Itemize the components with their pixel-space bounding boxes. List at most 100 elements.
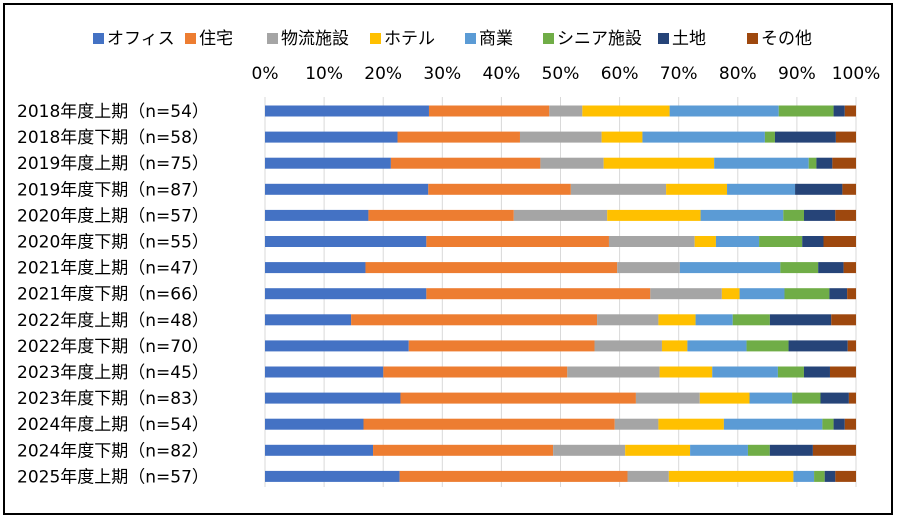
bar-segment xyxy=(844,418,856,430)
bar-segment xyxy=(749,392,793,404)
bar-segment xyxy=(650,288,722,300)
legend-swatch xyxy=(658,33,669,44)
bar-segment xyxy=(408,340,595,352)
category-label: 2020年度下期（n=55） xyxy=(17,233,209,253)
bar-segment xyxy=(607,209,701,221)
bar-segment xyxy=(783,209,804,221)
category-label: 2024年度上期（n=54） xyxy=(17,415,209,435)
bar-segment xyxy=(265,183,429,195)
bar-segment xyxy=(658,418,724,430)
bar-segment xyxy=(732,314,770,326)
bar-segment xyxy=(426,236,609,247)
bar-segment xyxy=(690,444,748,456)
bar-segment xyxy=(669,105,779,117)
x-tick-label: 50% xyxy=(542,64,580,84)
bar-segment xyxy=(603,157,715,169)
bar-segment xyxy=(699,392,750,404)
bar-segment xyxy=(265,314,352,326)
bar-segment xyxy=(723,418,823,430)
bar-segment xyxy=(608,236,695,247)
bar-segment xyxy=(835,131,856,143)
bar-segment xyxy=(570,183,667,195)
bar-segment xyxy=(601,131,643,143)
bar-segment xyxy=(721,288,740,300)
bar-segment xyxy=(714,157,809,169)
legend-swatch xyxy=(185,33,196,44)
bar-segment xyxy=(788,340,848,352)
legend: オフィス 住宅 物流施設 ホテル 商業 シニア施設 土地 その他 xyxy=(93,29,812,49)
bar-segment xyxy=(831,314,856,326)
bar-segment xyxy=(614,418,659,430)
category-label: 2025年度上期（n=57） xyxy=(17,467,209,487)
bar-segment xyxy=(777,366,804,378)
legend-swatch xyxy=(370,33,381,44)
bar-segment xyxy=(764,131,775,143)
bar-segment xyxy=(829,366,856,378)
bar-segment xyxy=(769,444,813,456)
bar-segment xyxy=(553,444,626,456)
bar-segment xyxy=(844,105,856,117)
legend-swatch xyxy=(543,33,554,44)
bar-segment xyxy=(812,444,856,456)
bar-segment xyxy=(661,340,688,352)
chart-frame: オフィス 住宅 物流施設 ホテル 商業 シニア施設 土地 その他 0% 10% 20% 30% 40%… xyxy=(3,3,893,515)
bar-segment xyxy=(847,340,856,352)
x-tick-label: 10% xyxy=(305,64,343,84)
bar-segment xyxy=(824,470,836,482)
bar-segment xyxy=(769,314,832,326)
x-tick-label: 90% xyxy=(778,64,816,84)
x-tick-label: 0% xyxy=(252,64,279,84)
bar-segment xyxy=(642,131,765,143)
bar-segment xyxy=(594,340,662,352)
bar-segment xyxy=(265,444,374,456)
bar-segment xyxy=(816,157,833,169)
category-label: 2018年度下期（n=58） xyxy=(17,128,209,148)
bar-segment xyxy=(835,470,856,482)
category-label: 2024年度下期（n=82） xyxy=(17,441,209,461)
bar-segment xyxy=(658,314,696,326)
bar-segment xyxy=(780,262,819,274)
bar-segment xyxy=(390,157,541,169)
bar-segment xyxy=(265,262,366,274)
bar-segment xyxy=(513,209,608,221)
bar-segment xyxy=(847,288,856,300)
category-label: 2021年度下期（n=66） xyxy=(17,285,209,305)
bar-segment xyxy=(679,262,781,274)
bar-segment xyxy=(843,262,856,274)
x-tick-label: 70% xyxy=(660,64,698,84)
bar-segment xyxy=(795,183,843,195)
bar-segment xyxy=(803,209,836,221)
bar-segment xyxy=(715,236,760,247)
bar-segment xyxy=(746,340,789,352)
bar-segment xyxy=(597,314,659,326)
legend-label: シニア施設 xyxy=(557,29,642,49)
legend-label: 土地 xyxy=(672,29,706,49)
category-label: 2019年度下期（n=87） xyxy=(17,180,209,200)
bar-segment xyxy=(668,470,794,482)
bar-segment xyxy=(400,392,636,404)
bar-segment xyxy=(792,392,821,404)
x-axis-ticks: 0% 10% 20% 30% 40% 50% 60% 70% 80% 90% 100% xyxy=(252,64,881,84)
bar-segment xyxy=(659,366,713,378)
x-tick-label: 60% xyxy=(601,64,639,84)
legend-label: 住宅 xyxy=(199,29,233,49)
bar-segment xyxy=(373,444,554,456)
bar-segment xyxy=(808,157,817,169)
bar-segment xyxy=(842,183,856,195)
bar-segment xyxy=(820,392,849,404)
bar-segment xyxy=(363,418,615,430)
bar-segment xyxy=(265,392,401,404)
bar-segment xyxy=(567,366,660,378)
stacked-bar-chart: オフィス 住宅 物流施設 ホテル 商業 シニア施設 土地 その他 0% 10% 20% 30% 40%… xyxy=(17,29,881,487)
bar-segment xyxy=(829,288,848,300)
bar-segment xyxy=(265,366,384,378)
bar-segment xyxy=(848,392,856,404)
bar-segment xyxy=(627,470,669,482)
bar-segment xyxy=(793,470,815,482)
bar-segment xyxy=(265,209,369,221)
bar-segment xyxy=(814,470,825,482)
bar-segment xyxy=(265,340,409,352)
bar-segment xyxy=(778,105,834,117)
x-tick-label: 100% xyxy=(832,64,881,84)
legend-label: ホテル xyxy=(384,29,435,49)
